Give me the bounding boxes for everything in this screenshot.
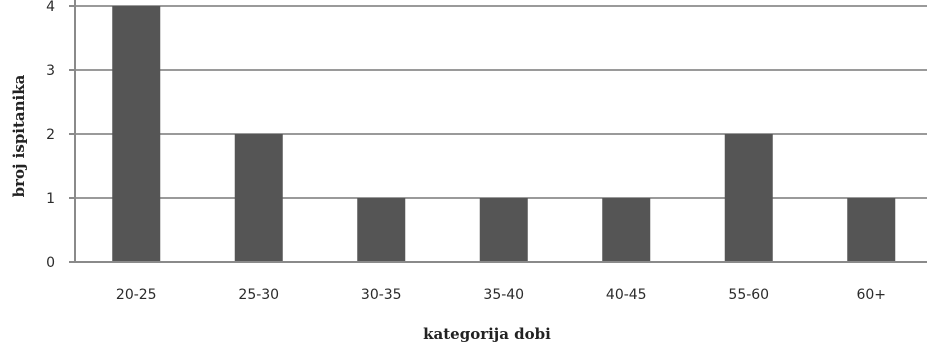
x-tick-label: 60+ [856,287,886,303]
x-tick-label: 20-25 [116,287,157,303]
bar-35-40 [479,198,528,262]
y-tick-label: 3 [46,63,55,79]
x-tick-label: 30-35 [361,287,402,303]
grid-lines [75,5,927,199]
bars [112,6,896,262]
bar-60+ [847,198,896,262]
bar-55-60 [724,134,773,262]
axes [69,0,927,263]
x-axis-title: kategorija dobi [423,325,551,343]
x-tick-label: 35-40 [483,287,524,303]
y-tick-label: 1 [46,191,55,207]
x-tick-label: 40-45 [606,287,647,303]
y-tick-label: 2 [46,127,55,143]
tick-labels: 20-25 25-30 30-35 35-40 40-45 55-60 60+ 0 1 2 3 4 [46,0,886,303]
bar-25-30 [234,134,283,262]
y-axis-title: broj ispitanika [10,74,28,197]
y-tick-label: 4 [46,0,55,15]
y-tick-label: 0 [46,255,55,271]
x-tick-label: 55-60 [728,287,769,303]
bar-20-25 [112,6,161,262]
x-tick-label: 25-30 [238,287,279,303]
bar-30-35 [357,198,406,262]
bar-40-45 [602,198,651,262]
